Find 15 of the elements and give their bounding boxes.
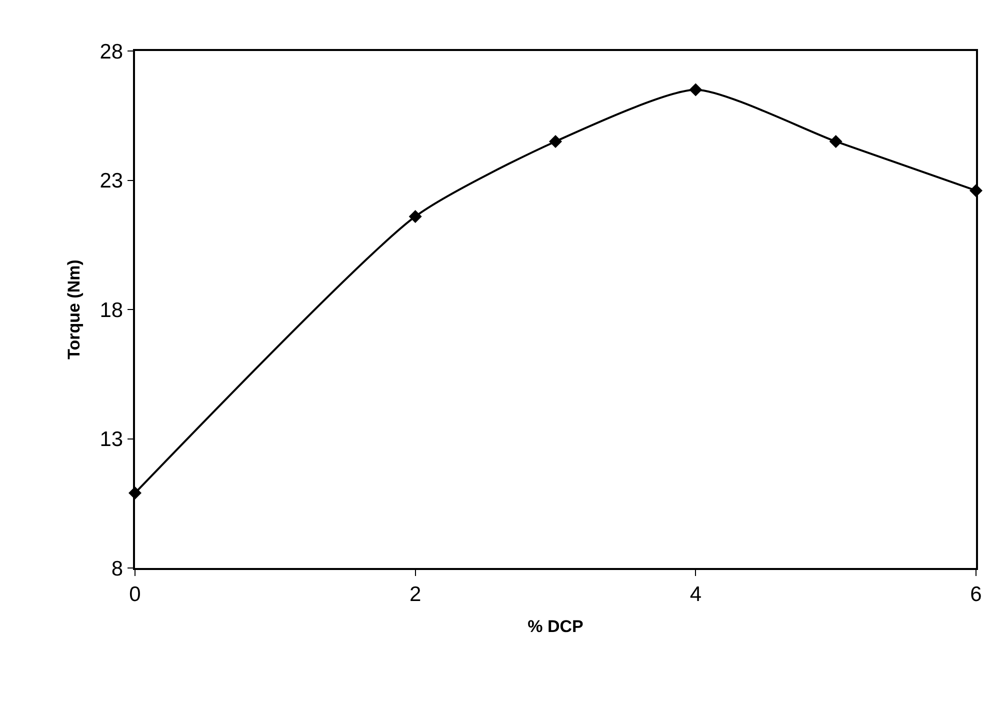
point <box>689 83 702 96</box>
x-tick-label: 6 <box>970 582 982 606</box>
y-tick-label: 13 <box>100 428 124 452</box>
y-axis-title: Torque (Nm) <box>64 260 84 360</box>
point <box>408 210 422 223</box>
x-tick-label: 2 <box>409 582 422 606</box>
y-tick-label: 23 <box>100 170 124 193</box>
x-tick-label: 0 <box>129 582 141 606</box>
y-tick-label: 28 <box>100 40 124 64</box>
y-tick-label: 18 <box>100 298 124 322</box>
x-tick-label: 4 <box>690 582 702 606</box>
x-axis-title: % DCP <box>528 616 584 636</box>
point <box>549 134 562 148</box>
y-tick-label: 8 <box>111 557 124 580</box>
point <box>829 134 842 148</box>
